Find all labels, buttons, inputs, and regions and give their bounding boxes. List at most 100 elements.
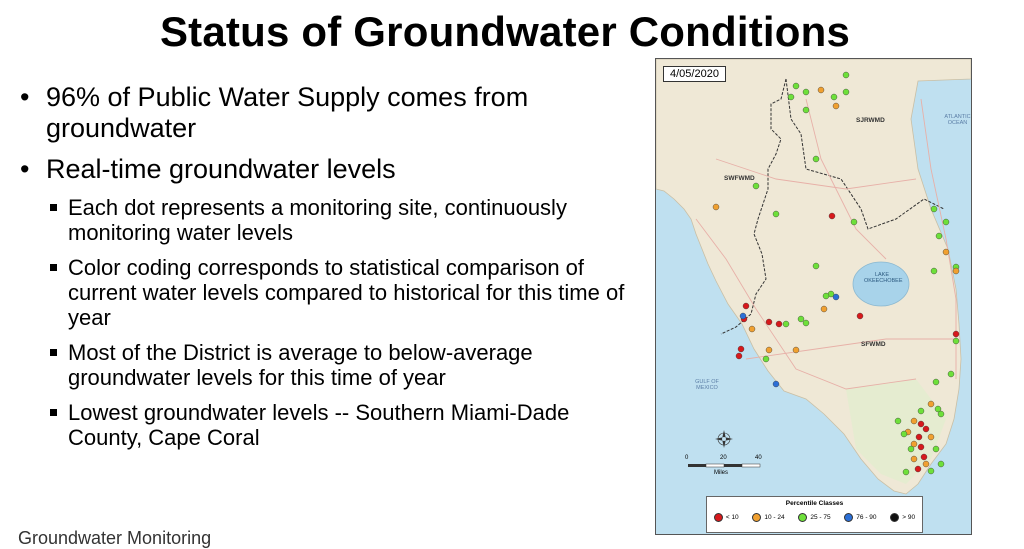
bullet-item: • 96% of Public Water Supply comes from g… xyxy=(18,82,643,144)
monitoring-site-dot xyxy=(917,407,925,415)
monitoring-site-dot xyxy=(765,318,773,326)
bullet-text: Color coding corresponds to statistical … xyxy=(68,255,625,330)
monitoring-site-dot xyxy=(802,106,810,114)
sub-bullet-item: Most of the District is average to below… xyxy=(18,340,643,390)
north-arrow-icon xyxy=(715,430,733,448)
bullet-dot-icon: • xyxy=(20,82,30,112)
monitoring-site-dot xyxy=(850,218,858,226)
legend-label: 25 - 75 xyxy=(810,514,831,521)
bullet-dot-icon: • xyxy=(20,154,30,184)
monitoring-site-dot xyxy=(739,312,747,320)
monitoring-site-dot xyxy=(927,400,935,408)
monitoring-site-dot xyxy=(937,460,945,468)
scale-tick: 20 xyxy=(720,455,727,461)
monitoring-site-dot xyxy=(915,433,923,441)
monitoring-site-dot xyxy=(828,212,836,220)
scale-tick: 40 xyxy=(755,455,762,461)
monitoring-site-dot xyxy=(942,248,950,256)
map-date: 4/05/2020 xyxy=(663,66,726,82)
monitoring-site-dot xyxy=(930,205,938,213)
monitoring-site-dot xyxy=(772,210,780,218)
groundwater-map: 4/05/2020 SJRWMD SWFWMD SFWMD LAKE OKEEC… xyxy=(655,58,972,535)
monitoring-site-dot xyxy=(787,93,795,101)
legend-label: 76 - 90 xyxy=(856,514,877,521)
square-bullet-icon xyxy=(50,204,57,211)
monitoring-site-dot xyxy=(947,370,955,378)
monitoring-site-dot xyxy=(902,468,910,476)
monitoring-site-dot xyxy=(856,312,864,320)
district-label-swfwmd: SWFWMD xyxy=(724,175,755,182)
monitoring-site-dot xyxy=(735,352,743,360)
monitoring-site-dot xyxy=(820,305,828,313)
legend-label: 10 - 24 xyxy=(764,514,785,521)
monitoring-site-dot xyxy=(797,315,805,323)
legend-item: > 90 xyxy=(890,513,915,522)
scale-tick: 0 xyxy=(685,455,689,461)
map-canvas xyxy=(656,59,971,534)
monitoring-site-dot xyxy=(782,320,790,328)
district-label-sfwmd: SFWMD xyxy=(861,341,886,348)
legend-title: Percentile Classes xyxy=(785,500,844,507)
monitoring-site-dot xyxy=(952,337,960,345)
bullet-item: • Real-time groundwater levels xyxy=(18,154,643,185)
slide-title: Status of Groundwater Conditions xyxy=(159,8,851,55)
monitoring-site-dot xyxy=(934,405,942,413)
map-legend: Percentile Classes < 10 10 - 24 25 - 75 … xyxy=(706,496,923,533)
square-bullet-icon xyxy=(50,264,57,271)
monitoring-site-dot xyxy=(792,82,800,90)
monitoring-site-dot xyxy=(932,378,940,386)
monitoring-sites xyxy=(712,71,960,476)
legend-item: 76 - 90 xyxy=(844,513,877,522)
monitoring-site-dot xyxy=(910,417,918,425)
monitoring-site-dot xyxy=(832,102,840,110)
square-bullet-icon xyxy=(50,349,57,356)
monitoring-site-dot xyxy=(900,430,908,438)
legend-swatch xyxy=(752,513,762,522)
monitoring-site-dot xyxy=(927,433,935,441)
monitoring-site-dot xyxy=(842,88,850,96)
monitoring-site-dot xyxy=(937,410,945,418)
monitoring-site-dot xyxy=(775,320,783,328)
monitoring-site-dot xyxy=(920,453,928,461)
scale-bar xyxy=(688,463,761,468)
road xyxy=(805,98,887,260)
bullet-text: Real-time groundwater levels xyxy=(46,154,396,184)
road xyxy=(715,158,917,190)
sub-bullet-item: Each dot represents a monitoring site, c… xyxy=(18,195,643,245)
monitoring-site-dot xyxy=(765,346,773,354)
monitoring-site-dot xyxy=(922,425,930,433)
monitoring-site-dot xyxy=(917,443,925,451)
road-network xyxy=(695,98,957,390)
monitoring-site-dot xyxy=(830,93,838,101)
monitoring-site-dot xyxy=(942,218,950,226)
monitoring-site-dot xyxy=(917,420,925,428)
sub-bullet-item: Lowest groundwater levels -- Southern Mi… xyxy=(18,400,643,450)
district-label-sjrwmd: SJRWMD xyxy=(856,117,885,124)
bullet-text: Most of the District is average to below… xyxy=(68,340,533,390)
monitoring-site-dot xyxy=(907,445,915,453)
ocean-label: ATLANTIC OCEAN xyxy=(944,114,971,126)
monitoring-site-dot xyxy=(842,71,850,79)
legend-swatch xyxy=(844,513,854,522)
bullet-text: Each dot represents a monitoring site, c… xyxy=(68,195,567,245)
monitoring-site-dot xyxy=(802,88,810,96)
bullet-text: Lowest groundwater levels -- Southern Mi… xyxy=(68,400,570,450)
road xyxy=(745,338,956,360)
district-boundary xyxy=(720,78,945,335)
scale-unit: Miles xyxy=(714,470,729,476)
footer-text: Groundwater Monitoring xyxy=(18,528,212,548)
monitoring-site-dot xyxy=(952,267,960,275)
monitoring-site-dot xyxy=(832,293,840,301)
monitoring-site-dot xyxy=(762,355,770,363)
legend-items: < 10 10 - 24 25 - 75 76 - 90 > 90 xyxy=(707,513,922,522)
monitoring-site-dot xyxy=(748,325,756,333)
monitoring-site-dot xyxy=(952,330,960,338)
lake-label: LAKE OKEECHOBEE xyxy=(864,272,903,284)
monitoring-site-dot xyxy=(737,345,745,353)
legend-label: > 90 xyxy=(902,514,916,521)
monitoring-site-dot xyxy=(910,440,918,448)
legend-item: 25 - 75 xyxy=(798,513,831,522)
monitoring-site-dot xyxy=(922,460,930,468)
legend-swatch xyxy=(798,513,808,522)
gulf-label: GULF OF MEXICO xyxy=(695,379,719,391)
